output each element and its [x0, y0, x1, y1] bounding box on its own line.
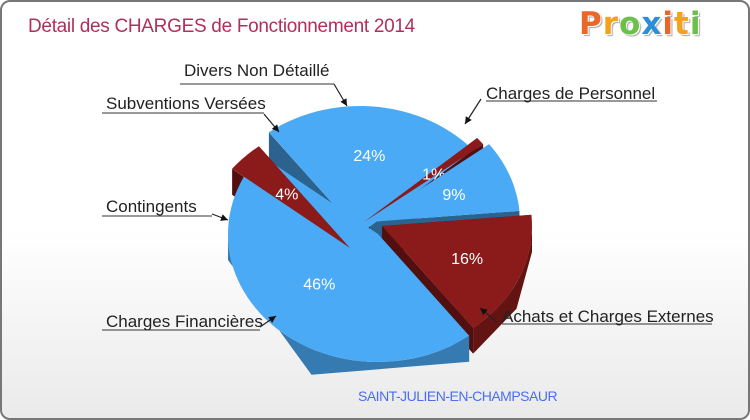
municipality-name: SAINT-JULIEN-EN-CHAMPSAUR: [358, 388, 558, 404]
chart-title: Détail des CHARGES de Fonctionnement 201…: [28, 16, 415, 37]
pie-slice: [370, 144, 520, 222]
logo-letter: x: [641, 6, 663, 42]
slice-percent-label: 4%: [275, 186, 298, 203]
slice-percent-label: 16%: [451, 251, 483, 268]
slice-category-label: Achats et Charges Externes: [502, 307, 714, 326]
leader-arrowhead: [340, 98, 347, 106]
slice-category-label: Charges de Personnel: [486, 84, 655, 103]
slice-outer-wall: [473, 226, 532, 354]
slice-percent-label: 46%: [303, 276, 335, 293]
pie-slice: [228, 154, 470, 362]
pie-slice: [232, 146, 350, 248]
slice-percent-label: 24%: [353, 148, 385, 165]
logo-letter: t: [673, 6, 690, 42]
logo-letter: r: [602, 6, 620, 42]
logo-letter: i: [689, 6, 702, 42]
leader-arrowhead: [268, 316, 276, 323]
pie-tops: 16%46%4%24%1%9%: [228, 106, 532, 362]
leader-arrowhead: [220, 214, 228, 221]
pie-slice: [268, 106, 474, 234]
slice-category-label: Charges Financières: [106, 312, 263, 331]
leader-arrowhead: [271, 124, 279, 132]
leader-arrowhead: [480, 308, 488, 316]
slice-percent-label: 9%: [442, 187, 465, 204]
slice-category-label: Contingents: [106, 197, 197, 216]
slice-category-label: Divers Non Détaillé: [184, 61, 330, 80]
logo-letter: o: [619, 6, 642, 42]
leader-lines: Charges de Personnel Achats et Charges Ex…: [102, 61, 714, 331]
logo-letter: P: [579, 6, 603, 42]
logo-letter: i: [662, 6, 674, 42]
pie-slice: [364, 138, 484, 222]
leader-arrowhead: [465, 116, 472, 124]
slice-category-label: Subventions Versées: [106, 94, 266, 113]
proxiti-logo[interactable]: Proxiti: [579, 6, 701, 42]
slice-outer-wall: [228, 234, 470, 375]
pie-slice: [382, 214, 532, 328]
